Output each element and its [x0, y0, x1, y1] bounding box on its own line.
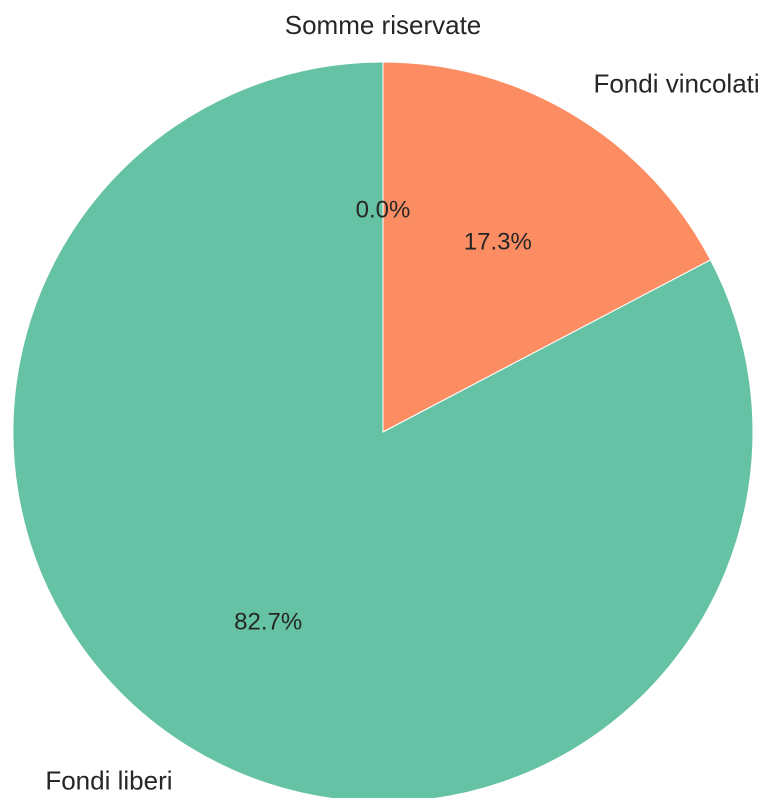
pie-slice-fondi-liberi — [12, 61, 754, 798]
pie-labels: 0.0% Somme riservate 17.3% Fondi vincolati 8… — [45, 10, 759, 795]
pct-label-fondi-vincolati: 17.3% — [464, 228, 532, 255]
pct-label-fondi-liberi: 82.7% — [234, 609, 302, 636]
pct-label-somme-riservate: 0.0% — [356, 197, 411, 224]
pie-slice-fondi-vincolati — [382, 61, 712, 433]
slice-label-fondi-liberi: Fondi liberi — [45, 765, 172, 795]
pie-slices — [12, 61, 754, 798]
slice-label-somme-riservate: Somme riservate — [285, 10, 482, 40]
slice-label-fondi-vincolati: Fondi vincolati — [593, 69, 759, 99]
